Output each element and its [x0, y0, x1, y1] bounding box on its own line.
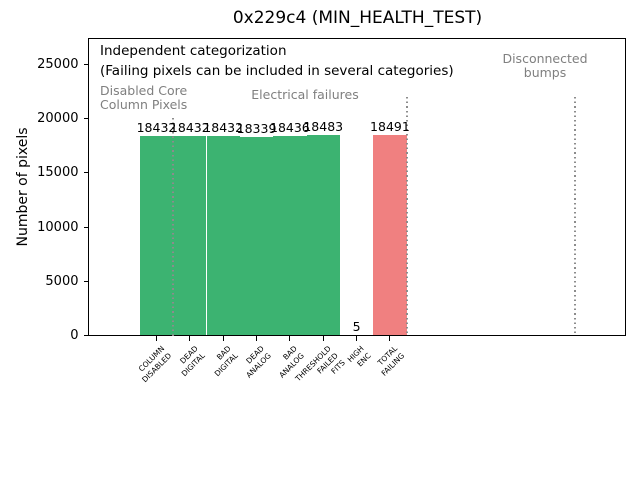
y-tick-label: 25000 [37, 57, 79, 72]
y-tick-label: 5000 [45, 273, 79, 289]
plot-area [88, 38, 626, 336]
y-tick-label: 15000 [37, 165, 79, 181]
x-tick-label: TOTAL FAILING [376, 344, 407, 378]
y-tick-label: 10000 [37, 219, 79, 235]
y-tick-mark [84, 118, 89, 120]
bar [239, 136, 274, 336]
x-tick-label: COLUMN DISABLED [136, 344, 173, 385]
bar-value-label: 18483 [303, 119, 344, 135]
bar-value-label: 18432 [203, 119, 244, 135]
bar-value-label: 18339 [236, 120, 277, 136]
x-tick-label: BAD DIGITAL [212, 344, 240, 379]
x-tick-mark [289, 336, 291, 341]
group-label-electrical-failures: Electrical failures [251, 87, 359, 102]
y-tick-mark [84, 64, 89, 65]
bar [306, 135, 340, 336]
x-tick-label: DEAD ANALOG [244, 344, 273, 380]
bar [139, 135, 174, 336]
x-tick-mark [322, 336, 324, 341]
y-tick-mark [84, 226, 89, 228]
y-tick-mark [84, 172, 89, 174]
x-tick-mark [189, 336, 191, 341]
separator-line [574, 97, 576, 336]
separator-line [405, 97, 408, 336]
x-tick-mark [356, 336, 358, 341]
bar [173, 135, 207, 336]
separator-line [172, 118, 175, 336]
x-tick-mark [222, 336, 224, 341]
x-tick-mark [389, 336, 391, 341]
bar-value-label: 18432 [169, 119, 210, 135]
x-tick-label: HIGH ENC [345, 344, 374, 369]
x-tick-mark [155, 336, 157, 341]
bar-value-label: 5 [352, 319, 361, 335]
bar-value-label: 18432 [136, 119, 177, 135]
y-tick-label: 0 [70, 328, 79, 343]
x-tick-label: DEAD DIGITAL [177, 344, 207, 379]
note-independent-categorization: Independent categorization [100, 43, 287, 59]
group-label-disabled-core-column-pixels: Disabled Core Column Pixels [100, 83, 188, 112]
bar-value-label: 18436 [269, 119, 310, 135]
y-tick-mark [84, 335, 89, 336]
y-tick-label: 20000 [37, 111, 79, 127]
bar-value-label: 18491 [370, 119, 410, 135]
x-tick-mark [256, 336, 258, 341]
group-label-disconnected-bumps: Disconnected bumps [502, 51, 588, 80]
bar [373, 135, 407, 336]
y-tick-mark [84, 280, 89, 282]
bar [273, 135, 307, 336]
bar [206, 135, 240, 336]
chart-title: 0x229c4 (MIN_HEALTH_TEST) [232, 8, 483, 28]
note-failing-pixels: (Failing pixels can be included in sever… [100, 63, 454, 79]
